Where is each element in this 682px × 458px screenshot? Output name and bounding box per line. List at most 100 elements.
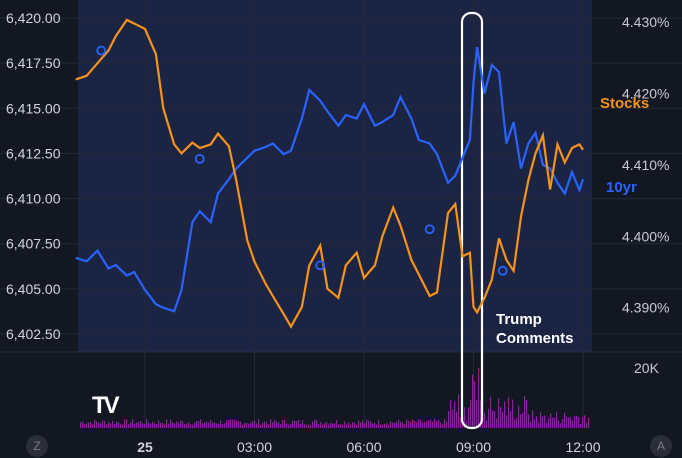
- volume-bar: [234, 419, 236, 428]
- volume-bar: [304, 423, 306, 428]
- volume-bar: [136, 422, 138, 428]
- volume-bar: [388, 424, 390, 428]
- volume-bar: [410, 422, 412, 428]
- volume-bar: [466, 421, 468, 428]
- volume-bar: [392, 422, 394, 428]
- volume-scale-label: 20K: [634, 360, 660, 376]
- y-right-tick-label: 4.420%: [622, 86, 669, 102]
- x-axis: 25 03:00 06:00 09:00 12:00: [137, 439, 601, 455]
- volume-bar: [430, 419, 432, 428]
- volume-bar: [452, 409, 454, 428]
- volume-bar: [238, 421, 240, 428]
- volume-bar: [124, 419, 126, 428]
- volume-bar: [548, 418, 550, 428]
- volume-bar: [250, 422, 252, 428]
- volume-bar: [400, 421, 402, 428]
- x-tick-label: 06:00: [346, 439, 381, 455]
- volume-bar: [280, 424, 282, 428]
- volume-bar: [434, 419, 436, 428]
- auto-scale-z-button[interactable]: Z: [26, 435, 48, 457]
- volume-bar: [540, 412, 542, 428]
- legend-stocks: Stocks: [600, 95, 649, 112]
- volume-bar: [246, 422, 248, 428]
- volume-bar: [236, 420, 238, 428]
- volume-bar: [572, 420, 574, 428]
- volume-bar: [184, 424, 186, 428]
- volume-bar: [146, 419, 148, 428]
- volume-bar: [186, 423, 188, 428]
- event-marker: [96, 45, 107, 56]
- volume-bar: [126, 419, 128, 428]
- volume-bar: [432, 421, 434, 428]
- volume-bar: [506, 415, 508, 428]
- volume-bar: [104, 421, 106, 428]
- tradingview-logo: TV: [92, 392, 120, 419]
- volume-bar: [176, 421, 178, 428]
- volume-bar: [160, 422, 162, 428]
- volume-bar: [226, 420, 228, 428]
- x-tick-label: 03:00: [237, 439, 272, 455]
- volume-bar: [408, 421, 410, 428]
- volume-bar: [322, 424, 324, 428]
- volume-bar: [122, 424, 124, 428]
- volume-bar: [384, 423, 386, 428]
- volume-bar: [116, 421, 118, 428]
- volume-bar: [326, 422, 328, 428]
- volume-bar: [150, 423, 152, 428]
- volume-bar: [436, 421, 438, 428]
- y-axis-right: 4.430% 4.420% 4.410% 4.400% 4.390%: [622, 14, 669, 316]
- volume-bar: [206, 422, 208, 428]
- volume-bar: [100, 423, 102, 428]
- volume-bar: [344, 421, 346, 428]
- volume-bar: [476, 399, 478, 428]
- volume-bar: [154, 423, 156, 428]
- volume-bar: [588, 417, 590, 428]
- volume-bar: [508, 397, 510, 428]
- volume-bar: [302, 420, 304, 428]
- volume-bar: [294, 420, 296, 428]
- y-right-tick-label: 4.430%: [622, 14, 669, 30]
- volume-bar: [360, 422, 362, 428]
- volume-bar: [320, 422, 322, 428]
- volume-bar: [82, 421, 84, 428]
- annotation-line-1: Trump: [496, 311, 542, 328]
- volume-bar: [96, 421, 98, 428]
- volume-bar: [480, 400, 482, 428]
- volume-bar: [382, 424, 384, 428]
- volume-bar: [458, 394, 460, 428]
- volume-bar: [94, 419, 96, 428]
- series-line-stocks: [75, 18, 584, 329]
- volume-bar: [118, 422, 120, 428]
- volume-bar: [338, 424, 340, 428]
- volume-bar: [112, 420, 114, 428]
- volume-bar: [276, 421, 278, 428]
- volume-bar: [254, 420, 256, 428]
- volume-bar: [282, 420, 284, 428]
- volume-bar: [538, 422, 540, 428]
- volume-bar: [182, 421, 184, 428]
- volume-bar: [286, 423, 288, 428]
- volume-bar: [216, 423, 218, 428]
- volume-bar: [98, 422, 100, 428]
- volume-bar: [372, 423, 374, 428]
- volume-bar: [202, 423, 204, 428]
- event-marker: [194, 153, 205, 164]
- volume-bar: [454, 401, 456, 428]
- volume-bar: [578, 417, 580, 428]
- volume-bar: [306, 424, 308, 428]
- volume-bar: [510, 411, 512, 428]
- volume-bar: [414, 420, 416, 428]
- volume-bar: [528, 414, 530, 428]
- volume-bar: [568, 417, 570, 428]
- volume-bar: [128, 424, 130, 428]
- volume-bar: [90, 421, 92, 428]
- auto-scale-a-button[interactable]: A: [650, 435, 672, 457]
- volume-bar: [80, 422, 82, 428]
- volume-bar: [556, 411, 558, 428]
- volume-bar: [240, 421, 242, 428]
- volume-bar: [180, 420, 182, 428]
- volume-bar: [446, 421, 448, 428]
- volume-bar: [426, 420, 428, 428]
- volume-bar: [490, 396, 492, 428]
- volume-bar: [164, 424, 166, 428]
